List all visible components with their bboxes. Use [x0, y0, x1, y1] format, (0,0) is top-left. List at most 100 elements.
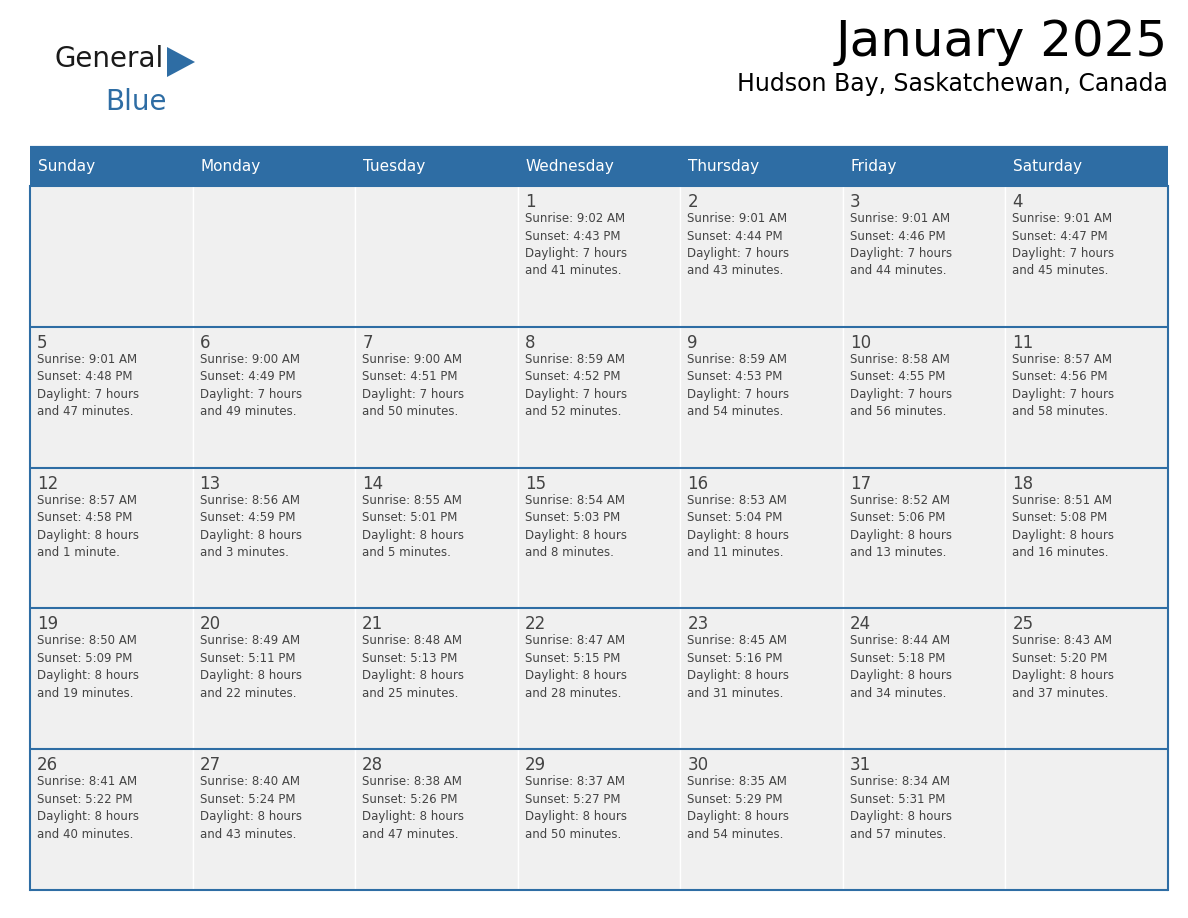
Text: 16: 16: [688, 475, 708, 493]
Text: Sunrise: 8:37 AM
Sunset: 5:27 PM
Daylight: 8 hours
and 50 minutes.: Sunrise: 8:37 AM Sunset: 5:27 PM Dayligh…: [525, 775, 627, 841]
Bar: [681, 148, 842, 186]
Text: Sunrise: 8:34 AM
Sunset: 5:31 PM
Daylight: 8 hours
and 57 minutes.: Sunrise: 8:34 AM Sunset: 5:31 PM Dayligh…: [849, 775, 952, 841]
Text: 10: 10: [849, 334, 871, 352]
Bar: [192, 327, 355, 467]
Text: 5: 5: [37, 334, 48, 352]
Text: 31: 31: [849, 756, 871, 774]
Bar: [842, 609, 1005, 749]
Text: Blue: Blue: [105, 88, 166, 116]
Bar: [518, 467, 681, 609]
Text: Wednesday: Wednesday: [526, 160, 614, 174]
Bar: [192, 186, 355, 327]
Text: Monday: Monday: [201, 160, 261, 174]
Text: Sunrise: 9:01 AM
Sunset: 4:48 PM
Daylight: 7 hours
and 47 minutes.: Sunrise: 9:01 AM Sunset: 4:48 PM Dayligh…: [37, 353, 139, 419]
Text: 21: 21: [362, 615, 384, 633]
Text: 27: 27: [200, 756, 221, 774]
Bar: [518, 327, 681, 467]
Text: Hudson Bay, Saskatchewan, Canada: Hudson Bay, Saskatchewan, Canada: [737, 72, 1168, 96]
Text: 29: 29: [525, 756, 545, 774]
Text: Sunrise: 8:35 AM
Sunset: 5:29 PM
Daylight: 8 hours
and 54 minutes.: Sunrise: 8:35 AM Sunset: 5:29 PM Dayligh…: [688, 775, 789, 841]
Bar: [355, 186, 518, 327]
Text: Sunrise: 8:41 AM
Sunset: 5:22 PM
Daylight: 8 hours
and 40 minutes.: Sunrise: 8:41 AM Sunset: 5:22 PM Dayligh…: [37, 775, 139, 841]
Text: 28: 28: [362, 756, 384, 774]
Text: Sunrise: 9:01 AM
Sunset: 4:47 PM
Daylight: 7 hours
and 45 minutes.: Sunrise: 9:01 AM Sunset: 4:47 PM Dayligh…: [1012, 212, 1114, 277]
Text: 15: 15: [525, 475, 545, 493]
Bar: [30, 148, 192, 186]
Text: 11: 11: [1012, 334, 1034, 352]
Bar: [1005, 327, 1168, 467]
Text: Sunrise: 8:57 AM
Sunset: 4:58 PM
Daylight: 8 hours
and 1 minute.: Sunrise: 8:57 AM Sunset: 4:58 PM Dayligh…: [37, 494, 139, 559]
Text: 3: 3: [849, 193, 860, 211]
Text: 14: 14: [362, 475, 384, 493]
Text: 23: 23: [688, 615, 708, 633]
Bar: [192, 467, 355, 609]
Text: Sunrise: 8:58 AM
Sunset: 4:55 PM
Daylight: 7 hours
and 56 minutes.: Sunrise: 8:58 AM Sunset: 4:55 PM Dayligh…: [849, 353, 952, 419]
Polygon shape: [168, 47, 195, 77]
Bar: [30, 749, 192, 890]
Bar: [192, 148, 355, 186]
Text: Sunrise: 8:59 AM
Sunset: 4:53 PM
Daylight: 7 hours
and 54 minutes.: Sunrise: 8:59 AM Sunset: 4:53 PM Dayligh…: [688, 353, 789, 419]
Text: Sunrise: 8:57 AM
Sunset: 4:56 PM
Daylight: 7 hours
and 58 minutes.: Sunrise: 8:57 AM Sunset: 4:56 PM Dayligh…: [1012, 353, 1114, 419]
Text: 24: 24: [849, 615, 871, 633]
Text: Sunrise: 8:59 AM
Sunset: 4:52 PM
Daylight: 7 hours
and 52 minutes.: Sunrise: 8:59 AM Sunset: 4:52 PM Dayligh…: [525, 353, 627, 419]
Text: Sunrise: 8:44 AM
Sunset: 5:18 PM
Daylight: 8 hours
and 34 minutes.: Sunrise: 8:44 AM Sunset: 5:18 PM Dayligh…: [849, 634, 952, 700]
Bar: [192, 749, 355, 890]
Text: 25: 25: [1012, 615, 1034, 633]
Bar: [30, 467, 192, 609]
Text: Friday: Friday: [851, 160, 897, 174]
Text: 2: 2: [688, 193, 697, 211]
Text: Sunrise: 8:40 AM
Sunset: 5:24 PM
Daylight: 8 hours
and 43 minutes.: Sunrise: 8:40 AM Sunset: 5:24 PM Dayligh…: [200, 775, 302, 841]
Text: Tuesday: Tuesday: [364, 160, 425, 174]
Bar: [1005, 467, 1168, 609]
Text: Sunrise: 8:45 AM
Sunset: 5:16 PM
Daylight: 8 hours
and 31 minutes.: Sunrise: 8:45 AM Sunset: 5:16 PM Dayligh…: [688, 634, 789, 700]
Text: 18: 18: [1012, 475, 1034, 493]
Bar: [355, 609, 518, 749]
Bar: [1005, 749, 1168, 890]
Text: Sunrise: 8:47 AM
Sunset: 5:15 PM
Daylight: 8 hours
and 28 minutes.: Sunrise: 8:47 AM Sunset: 5:15 PM Dayligh…: [525, 634, 627, 700]
Bar: [518, 609, 681, 749]
Text: January 2025: January 2025: [835, 18, 1168, 66]
Text: Sunrise: 8:38 AM
Sunset: 5:26 PM
Daylight: 8 hours
and 47 minutes.: Sunrise: 8:38 AM Sunset: 5:26 PM Dayligh…: [362, 775, 465, 841]
Text: 17: 17: [849, 475, 871, 493]
Bar: [355, 327, 518, 467]
Text: 20: 20: [200, 615, 221, 633]
Text: Sunrise: 8:51 AM
Sunset: 5:08 PM
Daylight: 8 hours
and 16 minutes.: Sunrise: 8:51 AM Sunset: 5:08 PM Dayligh…: [1012, 494, 1114, 559]
Bar: [30, 609, 192, 749]
Text: Thursday: Thursday: [688, 160, 759, 174]
Bar: [518, 148, 681, 186]
Text: 13: 13: [200, 475, 221, 493]
Text: 19: 19: [37, 615, 58, 633]
Text: Saturday: Saturday: [1013, 160, 1082, 174]
Bar: [681, 467, 842, 609]
Text: Sunrise: 8:50 AM
Sunset: 5:09 PM
Daylight: 8 hours
and 19 minutes.: Sunrise: 8:50 AM Sunset: 5:09 PM Dayligh…: [37, 634, 139, 700]
Bar: [355, 148, 518, 186]
Bar: [1005, 186, 1168, 327]
Bar: [681, 186, 842, 327]
Bar: [842, 148, 1005, 186]
Bar: [355, 467, 518, 609]
Bar: [1005, 148, 1168, 186]
Text: 22: 22: [525, 615, 546, 633]
Bar: [30, 327, 192, 467]
Text: 8: 8: [525, 334, 536, 352]
Text: Sunday: Sunday: [38, 160, 95, 174]
Text: Sunrise: 8:54 AM
Sunset: 5:03 PM
Daylight: 8 hours
and 8 minutes.: Sunrise: 8:54 AM Sunset: 5:03 PM Dayligh…: [525, 494, 627, 559]
Text: 6: 6: [200, 334, 210, 352]
Text: 9: 9: [688, 334, 697, 352]
Text: 30: 30: [688, 756, 708, 774]
Text: Sunrise: 8:55 AM
Sunset: 5:01 PM
Daylight: 8 hours
and 5 minutes.: Sunrise: 8:55 AM Sunset: 5:01 PM Dayligh…: [362, 494, 465, 559]
Text: Sunrise: 8:43 AM
Sunset: 5:20 PM
Daylight: 8 hours
and 37 minutes.: Sunrise: 8:43 AM Sunset: 5:20 PM Dayligh…: [1012, 634, 1114, 700]
Text: Sunrise: 9:00 AM
Sunset: 4:51 PM
Daylight: 7 hours
and 50 minutes.: Sunrise: 9:00 AM Sunset: 4:51 PM Dayligh…: [362, 353, 465, 419]
Bar: [842, 749, 1005, 890]
Bar: [842, 467, 1005, 609]
Bar: [1005, 609, 1168, 749]
Text: 4: 4: [1012, 193, 1023, 211]
Text: 7: 7: [362, 334, 373, 352]
Text: Sunrise: 8:53 AM
Sunset: 5:04 PM
Daylight: 8 hours
and 11 minutes.: Sunrise: 8:53 AM Sunset: 5:04 PM Dayligh…: [688, 494, 789, 559]
Bar: [192, 609, 355, 749]
Text: 1: 1: [525, 193, 536, 211]
Text: Sunrise: 9:02 AM
Sunset: 4:43 PM
Daylight: 7 hours
and 41 minutes.: Sunrise: 9:02 AM Sunset: 4:43 PM Dayligh…: [525, 212, 627, 277]
Text: 26: 26: [37, 756, 58, 774]
Bar: [518, 186, 681, 327]
Text: Sunrise: 9:01 AM
Sunset: 4:44 PM
Daylight: 7 hours
and 43 minutes.: Sunrise: 9:01 AM Sunset: 4:44 PM Dayligh…: [688, 212, 789, 277]
